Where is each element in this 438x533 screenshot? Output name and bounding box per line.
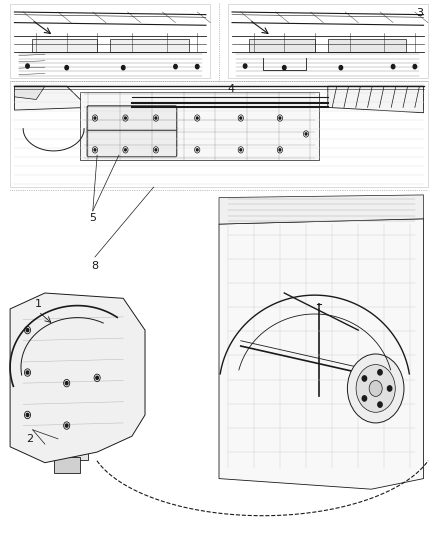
Text: 1: 1 — [35, 299, 42, 309]
Polygon shape — [219, 195, 424, 224]
FancyBboxPatch shape — [328, 38, 406, 52]
Text: 4: 4 — [228, 84, 235, 94]
Polygon shape — [14, 86, 88, 110]
Circle shape — [240, 149, 242, 151]
Circle shape — [369, 381, 382, 397]
FancyBboxPatch shape — [228, 4, 428, 78]
Circle shape — [305, 133, 307, 135]
Circle shape — [26, 328, 29, 332]
FancyBboxPatch shape — [10, 4, 210, 78]
Circle shape — [362, 396, 367, 401]
FancyBboxPatch shape — [80, 92, 319, 160]
FancyBboxPatch shape — [45, 433, 88, 460]
Circle shape — [362, 376, 367, 381]
Circle shape — [378, 370, 382, 375]
Circle shape — [65, 66, 68, 70]
Circle shape — [356, 365, 395, 413]
Circle shape — [240, 117, 242, 119]
Circle shape — [26, 414, 29, 417]
Circle shape — [26, 371, 29, 374]
Circle shape — [26, 64, 29, 68]
Circle shape — [391, 64, 395, 69]
Circle shape — [155, 117, 157, 119]
FancyBboxPatch shape — [87, 106, 177, 130]
Circle shape — [244, 64, 247, 68]
Circle shape — [195, 64, 199, 69]
FancyBboxPatch shape — [250, 38, 315, 52]
Circle shape — [94, 149, 96, 151]
Circle shape — [388, 386, 392, 391]
Circle shape — [155, 149, 157, 151]
FancyBboxPatch shape — [87, 127, 177, 157]
Circle shape — [196, 117, 198, 119]
Text: 5: 5 — [89, 214, 96, 223]
Circle shape — [124, 117, 126, 119]
Circle shape — [283, 66, 286, 70]
Circle shape — [279, 117, 281, 119]
Circle shape — [196, 149, 198, 151]
Text: 2: 2 — [26, 433, 33, 443]
Circle shape — [65, 424, 68, 427]
Circle shape — [94, 117, 96, 119]
Circle shape — [124, 149, 126, 151]
Polygon shape — [219, 219, 424, 489]
Text: 8: 8 — [92, 261, 99, 271]
FancyBboxPatch shape — [110, 38, 188, 52]
Polygon shape — [10, 293, 145, 463]
FancyBboxPatch shape — [53, 457, 80, 473]
Circle shape — [378, 402, 382, 407]
Polygon shape — [14, 86, 45, 100]
Circle shape — [174, 64, 177, 69]
Circle shape — [279, 149, 281, 151]
Circle shape — [413, 64, 417, 69]
Text: 3: 3 — [417, 9, 424, 18]
Circle shape — [339, 66, 343, 70]
Circle shape — [347, 354, 404, 423]
FancyBboxPatch shape — [32, 38, 97, 52]
FancyBboxPatch shape — [10, 81, 428, 187]
Circle shape — [65, 382, 68, 385]
Circle shape — [121, 66, 125, 70]
Circle shape — [96, 376, 99, 379]
Polygon shape — [328, 86, 424, 113]
